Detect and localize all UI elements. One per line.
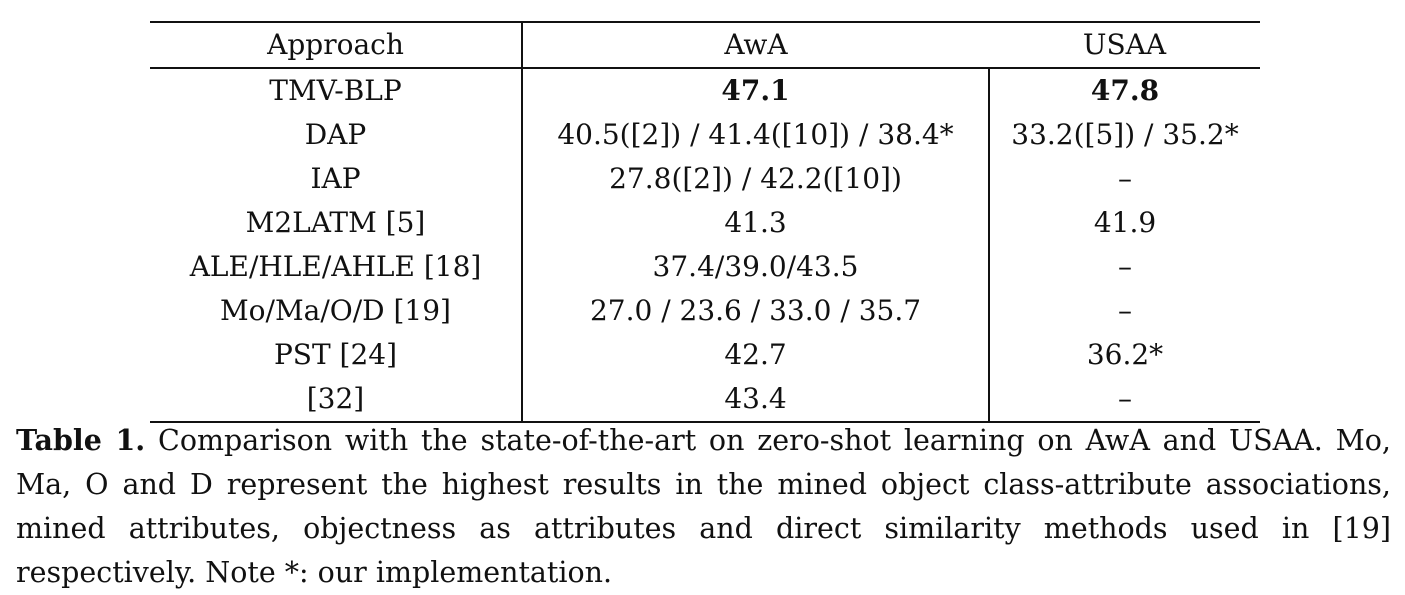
awa-cell: 27.0 / 23.6 / 33.0 / 35.7	[521, 289, 989, 333]
usaa-cell: –	[988, 245, 1260, 289]
usaa-cell: 47.8	[988, 68, 1260, 113]
table-row: TMV-BLP 47.1 47.8	[150, 68, 1260, 113]
approach-cell: TMV-BLP	[269, 74, 402, 107]
table-row: M2LATM [5] 41.3 41.9	[150, 201, 1260, 245]
comparison-table: Approach AwA USAA TMV-BLP 47.1 47.8 DAP …	[150, 21, 1260, 423]
table-caption: Table 1. Comparison with the state-of-th…	[16, 418, 1391, 595]
usaa-cell: 36.2*	[988, 333, 1260, 377]
table-row: ALE/HLE/AHLE [18] 37.4/39.0/43.5 –	[150, 245, 1260, 289]
table-row: Mo/Ma/O/D [19] 27.0 / 23.6 / 33.0 / 35.7…	[150, 289, 1260, 333]
usaa-cell: 41.9	[988, 201, 1260, 245]
approach-cell: IAP	[310, 162, 361, 195]
table-row: IAP 27.8([2]) / 42.2([10]) –	[150, 157, 1260, 201]
caption-label: Table 1.	[16, 423, 146, 457]
approach-cell: ALE/HLE/AHLE [18]	[189, 250, 482, 283]
table-header-row: Approach AwA USAA	[150, 22, 1260, 68]
usaa-cell: –	[988, 289, 1260, 333]
comparison-table-container: Approach AwA USAA TMV-BLP 47.1 47.8 DAP …	[150, 21, 1260, 423]
approach-cell: PST [24]	[273, 338, 398, 371]
caption-text: Comparison with the state-of-the-art on …	[16, 424, 1391, 589]
awa-cell: 43.4	[521, 377, 989, 422]
awa-cell: 27.8([2]) / 42.2([10])	[521, 157, 989, 201]
table-row: DAP 40.5([2]) / 41.4([10]) / 38.4* 33.2(…	[150, 113, 1260, 157]
usaa-cell: 33.2([5]) / 35.2*	[988, 113, 1260, 157]
usaa-cell: –	[988, 377, 1260, 422]
table-row: [32] 43.4 –	[150, 377, 1260, 422]
header-awa: AwA	[521, 22, 989, 68]
awa-cell: 40.5([2]) / 41.4([10]) / 38.4*	[521, 113, 989, 157]
awa-cell: 37.4/39.0/43.5	[521, 245, 989, 289]
approach-cell: [32]	[306, 382, 365, 415]
header-approach: Approach	[267, 28, 404, 61]
awa-cell: 47.1	[521, 68, 989, 113]
usaa-cell: –	[988, 157, 1260, 201]
approach-cell: Mo/Ma/O/D [19]	[220, 294, 451, 327]
awa-cell: 42.7	[521, 333, 989, 377]
table-row: PST [24] 42.7 36.2*	[150, 333, 1260, 377]
approach-cell: M2LATM [5]	[245, 206, 426, 239]
approach-cell: DAP	[304, 118, 367, 151]
header-usaa: USAA	[1082, 28, 1167, 61]
awa-cell: 41.3	[521, 201, 989, 245]
